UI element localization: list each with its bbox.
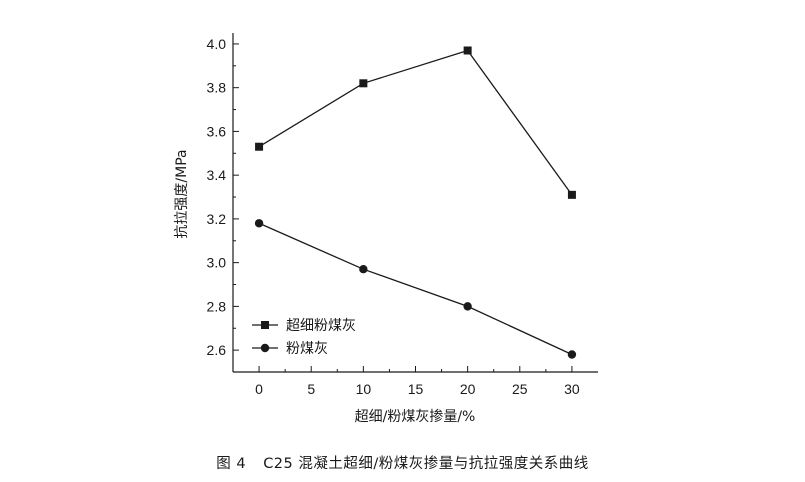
- legend-label: 超细粉煤灰: [286, 318, 356, 334]
- x-tick-label: 30: [564, 381, 580, 397]
- data-point: [255, 142, 264, 151]
- series-line: [258, 222, 573, 356]
- data-point: [254, 219, 264, 228]
- x-tick-label: 10: [356, 381, 372, 397]
- data-point: [359, 265, 368, 274]
- series-line: [258, 49, 573, 196]
- y-tick-label: 3.8: [207, 80, 227, 96]
- data-point: [567, 350, 577, 359]
- data-point: [567, 190, 576, 199]
- y-tick-label: 4.0: [207, 36, 227, 52]
- data-point: [463, 46, 472, 55]
- y-tick-label: 2.6: [207, 342, 227, 358]
- x-tick-label: 0: [255, 381, 263, 397]
- legend-marker: [260, 343, 270, 353]
- series-1: [255, 46, 576, 199]
- y-tick-label: 3.0: [207, 255, 227, 271]
- x-tick-label: 20: [460, 381, 476, 397]
- series-2: [254, 219, 577, 359]
- x-axis-label: 超细/粉煤灰掺量/%: [355, 408, 476, 425]
- x-tick-label: 15: [408, 381, 424, 397]
- y-tick-label: 3.2: [207, 211, 227, 227]
- x-tick-label: 25: [512, 381, 528, 397]
- y-tick-label: 3.6: [207, 123, 227, 139]
- data-point: [359, 79, 368, 88]
- axes: 0 5 10 15 20 25 30 2.6 2.8 3.0 3.2 3.4 3.6 3.8 4.0: [207, 33, 598, 397]
- series-layer: [254, 46, 577, 359]
- figure-number: 图 4: [216, 456, 247, 472]
- chart: 0 5 10 15 20 25 30 2.6 2.8 3.0 3.2 3.4 3.6 3.8 4.0 超细粉…: [174, 33, 598, 425]
- legend-label: 粉煤灰: [286, 341, 328, 357]
- data-point: [463, 302, 472, 311]
- figure-caption-text: C25 混凝土超细/粉煤灰掺量与抗拉强度关系曲线: [263, 456, 589, 472]
- x-tick-label: 5: [307, 381, 315, 397]
- y-tick-label: 2.8: [207, 298, 227, 314]
- figure-caption: 图 4 C25 混凝土超细/粉煤灰掺量与抗拉强度关系曲线: [0, 452, 805, 473]
- legend-marker: [261, 321, 269, 329]
- y-axis-label: 抗拉强度/MPa: [174, 149, 190, 238]
- y-tick-label: 3.4: [207, 167, 227, 183]
